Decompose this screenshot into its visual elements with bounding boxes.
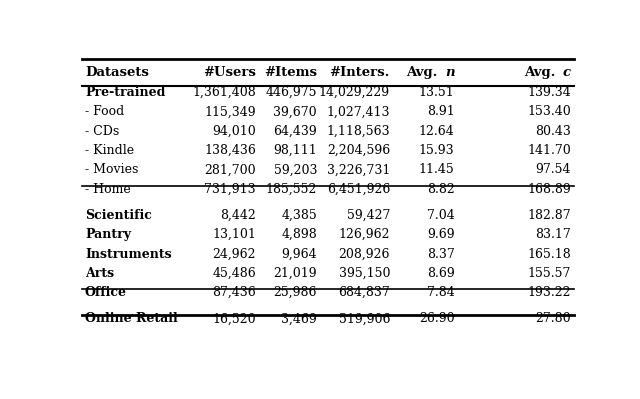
Text: 7.84: 7.84	[427, 286, 454, 299]
Text: 115,349: 115,349	[204, 105, 256, 118]
Text: 126,962: 126,962	[339, 228, 390, 241]
Text: 138,436: 138,436	[204, 144, 256, 157]
Text: 39,670: 39,670	[273, 105, 317, 118]
Text: 208,926: 208,926	[339, 247, 390, 261]
Text: 2,204,596: 2,204,596	[327, 144, 390, 157]
Text: 15.93: 15.93	[419, 144, 454, 157]
Text: Scientific: Scientific	[85, 209, 152, 222]
Text: - CDs: - CDs	[85, 124, 119, 138]
Text: 165.18: 165.18	[527, 247, 571, 261]
Text: - Home: - Home	[85, 183, 131, 196]
Text: #Users: #Users	[204, 66, 256, 79]
Text: Arts: Arts	[85, 267, 114, 280]
Text: 141.70: 141.70	[527, 144, 571, 157]
Text: 4,385: 4,385	[282, 209, 317, 222]
Text: Online Retail: Online Retail	[85, 312, 178, 325]
Text: #Inters.: #Inters.	[330, 66, 390, 79]
Text: 139.34: 139.34	[527, 86, 571, 99]
Text: Pre-trained: Pre-trained	[85, 86, 165, 99]
Text: 26.90: 26.90	[419, 312, 454, 325]
Text: 11.45: 11.45	[419, 163, 454, 176]
Text: Instruments: Instruments	[85, 247, 172, 261]
Text: 281,700: 281,700	[204, 163, 256, 176]
Text: 8.82: 8.82	[427, 183, 454, 196]
Text: 16,520: 16,520	[212, 312, 256, 325]
Text: 153.40: 153.40	[527, 105, 571, 118]
Text: 193.22: 193.22	[527, 286, 571, 299]
Text: - Movies: - Movies	[85, 163, 138, 176]
Text: 168.89: 168.89	[527, 183, 571, 196]
Text: 1,027,413: 1,027,413	[326, 105, 390, 118]
Text: 8,442: 8,442	[220, 209, 256, 222]
Text: 1,361,408: 1,361,408	[193, 86, 256, 99]
Text: - Kindle: - Kindle	[85, 144, 134, 157]
Text: 45,486: 45,486	[212, 267, 256, 280]
Text: - Food: - Food	[85, 105, 124, 118]
Text: Avg.: Avg.	[524, 66, 560, 79]
Text: 7.04: 7.04	[427, 209, 454, 222]
Text: 185,552: 185,552	[266, 183, 317, 196]
Text: 6,451,926: 6,451,926	[326, 183, 390, 196]
Text: 13,101: 13,101	[212, 228, 256, 241]
Text: 3,469: 3,469	[282, 312, 317, 325]
Text: 87,436: 87,436	[212, 286, 256, 299]
Text: 155.57: 155.57	[527, 267, 571, 280]
Text: 80.43: 80.43	[535, 124, 571, 138]
Text: 25,986: 25,986	[273, 286, 317, 299]
Text: 684,837: 684,837	[339, 286, 390, 299]
Text: Office: Office	[85, 286, 127, 299]
Text: 519,906: 519,906	[339, 312, 390, 325]
Text: 446,975: 446,975	[266, 86, 317, 99]
Text: Avg.: Avg.	[406, 66, 443, 79]
Text: 395,150: 395,150	[339, 267, 390, 280]
Text: 731,913: 731,913	[204, 183, 256, 196]
Text: 97.54: 97.54	[536, 163, 571, 176]
Text: 1,118,563: 1,118,563	[326, 124, 390, 138]
Text: 4,898: 4,898	[282, 228, 317, 241]
Text: 8.91: 8.91	[427, 105, 454, 118]
Text: 13.51: 13.51	[419, 86, 454, 99]
Text: 3,226,731: 3,226,731	[326, 163, 390, 176]
Text: 59,203: 59,203	[273, 163, 317, 176]
Text: #Items: #Items	[264, 66, 317, 79]
Text: 9,964: 9,964	[282, 247, 317, 261]
Text: 27.80: 27.80	[536, 312, 571, 325]
Text: 24,962: 24,962	[212, 247, 256, 261]
Text: 14,029,229: 14,029,229	[319, 86, 390, 99]
Text: c: c	[563, 66, 571, 79]
Text: Pantry: Pantry	[85, 228, 131, 241]
Text: n: n	[445, 66, 454, 79]
Text: 64,439: 64,439	[273, 124, 317, 138]
Text: 21,019: 21,019	[273, 267, 317, 280]
Text: 59,427: 59,427	[347, 209, 390, 222]
Text: 94,010: 94,010	[212, 124, 256, 138]
Text: 83.17: 83.17	[535, 228, 571, 241]
Text: 8.37: 8.37	[427, 247, 454, 261]
Text: 98,111: 98,111	[273, 144, 317, 157]
Text: 9.69: 9.69	[427, 228, 454, 241]
Text: 182.87: 182.87	[527, 209, 571, 222]
Text: 8.69: 8.69	[427, 267, 454, 280]
Text: 12.64: 12.64	[419, 124, 454, 138]
Text: Datasets: Datasets	[85, 66, 149, 79]
